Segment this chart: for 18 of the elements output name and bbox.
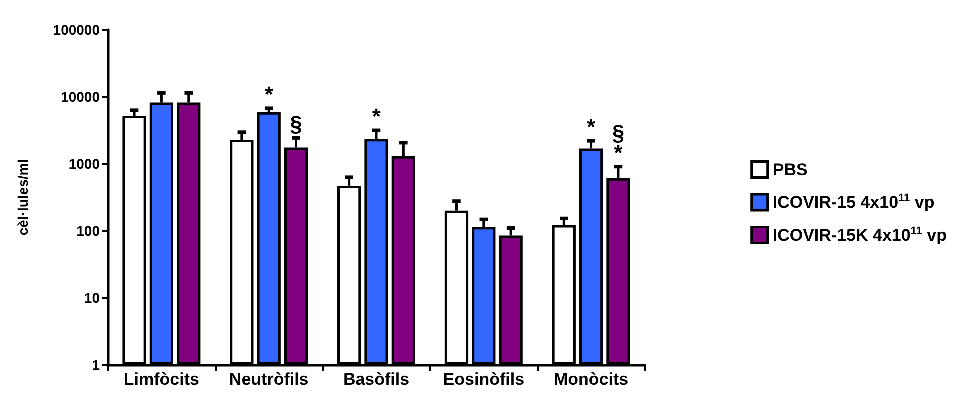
data-label: § * — [612, 120, 625, 166]
x-tick-label: Eosinòfils — [443, 370, 525, 389]
data-label: * — [587, 114, 596, 140]
y-tick-label: 100 — [76, 223, 100, 239]
y-tick-label: 10000 — [61, 89, 100, 105]
y-tick-label: 10 — [84, 290, 100, 306]
data-label: * — [372, 104, 382, 130]
y-axis-title: cèl·lules/ml — [15, 159, 31, 236]
legend-label: PBS — [772, 160, 808, 180]
x-tick-label: Monòcits — [554, 370, 629, 389]
x-tick-label: Neutròfils — [229, 370, 309, 389]
y-tick-label: 100000 — [53, 22, 100, 38]
y-tick-label: 1000 — [68, 156, 100, 172]
y-tick-label: 1 — [92, 357, 100, 373]
data-label: § — [290, 112, 302, 137]
x-tick-label: Basòfils — [343, 370, 410, 389]
data-label: * — [264, 82, 274, 107]
x-tick-label: Limfòcits — [124, 370, 200, 389]
